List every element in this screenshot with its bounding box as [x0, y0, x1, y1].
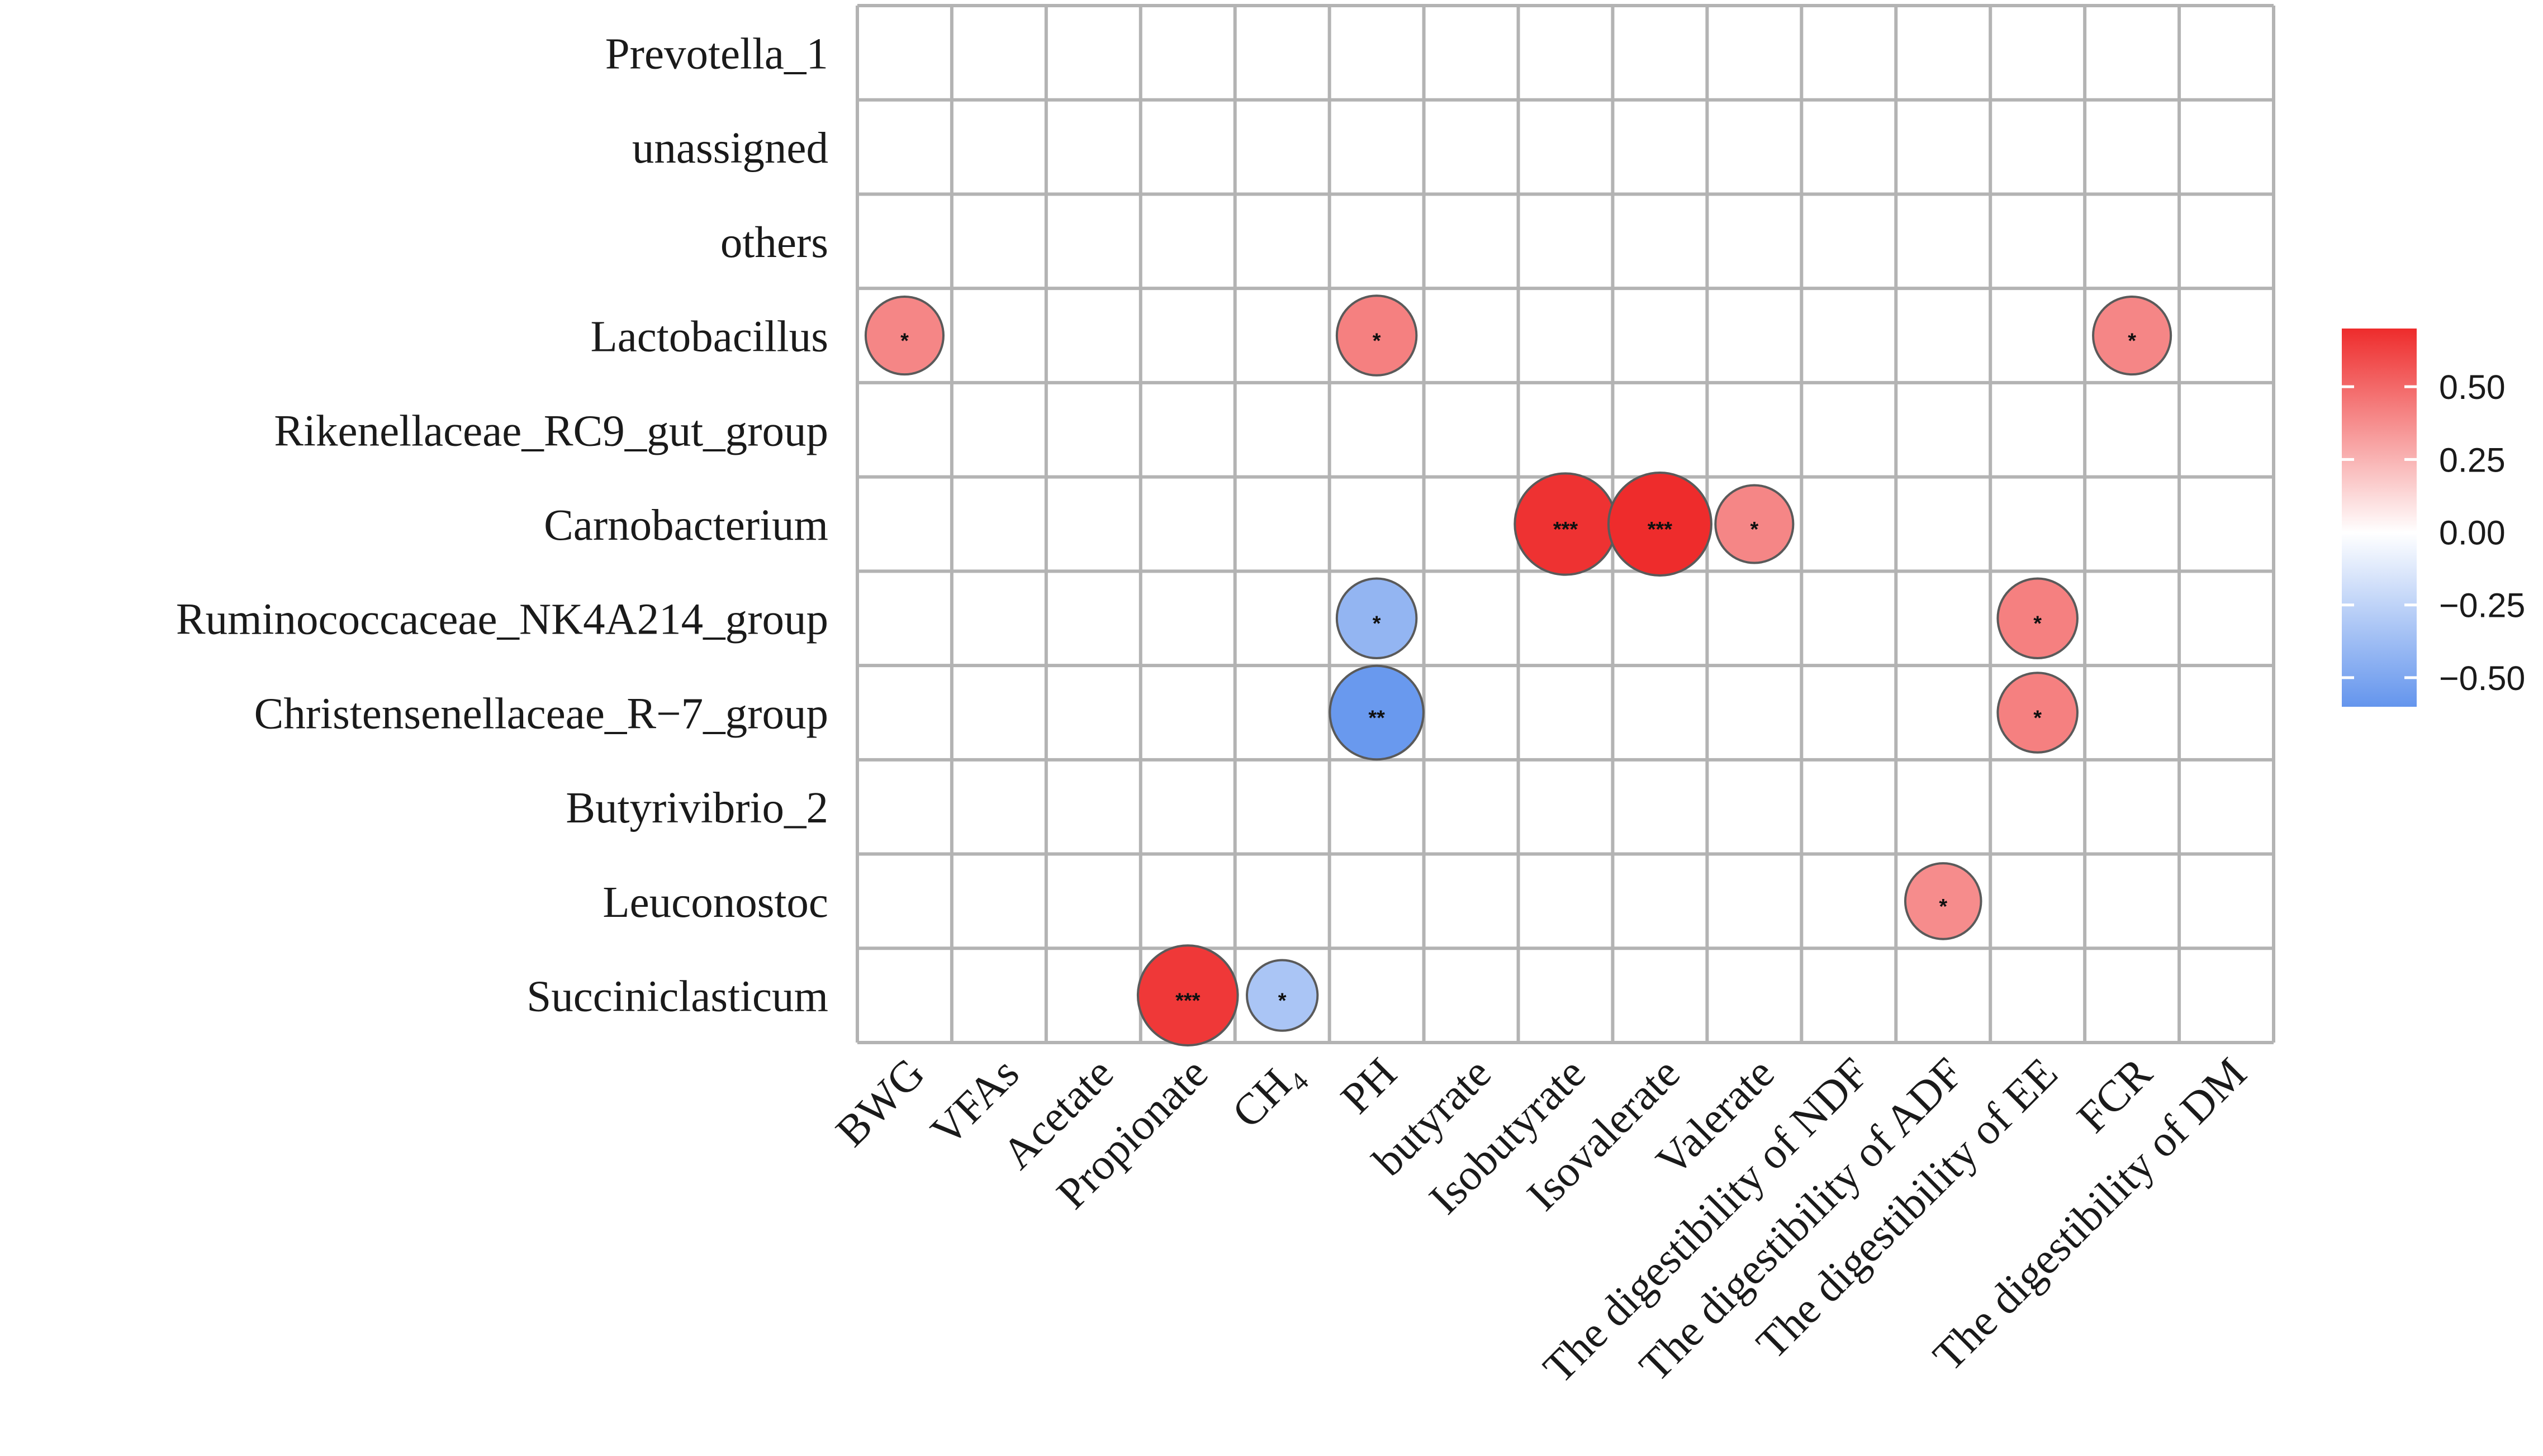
colorbar-tick-label: −0.25 — [2439, 587, 2525, 625]
sig-label: * — [1750, 518, 1758, 541]
row-label-lactobacillus: Lactobacillus — [590, 313, 828, 361]
cell-christensenellaceae-r-7-group-ph — [1329, 664, 1425, 761]
cell-ruminococcaceae-nk4a214-group-the-digestibility-of-ee — [1996, 577, 2079, 659]
cell-lactobacillus-bwg — [864, 296, 945, 376]
row-label-succiniclasticum: Succiniclasticum — [526, 973, 828, 1021]
cell-carnobacterium-valerate — [1714, 484, 1795, 564]
sig-label: * — [1278, 989, 1287, 1013]
cell-carnobacterium-isovalerate — [1607, 472, 1712, 577]
cell-christensenellaceae-r-7-group-the-digestibility-of-ee — [1996, 672, 2079, 754]
sig-label: * — [2128, 330, 2136, 353]
colorbar-tick-label: 0.50 — [2439, 368, 2506, 406]
row-label-rikenellaceae-rc9-gut-group: Rikenellaceae_RC9_gut_group — [274, 407, 828, 455]
sig-label: * — [1939, 895, 1947, 919]
cell-succiniclasticum-ch — [1246, 959, 1319, 1032]
sig-label: * — [1373, 330, 1381, 353]
col-label-ph: PH — [1332, 1049, 1406, 1123]
sig-label: * — [2033, 706, 2042, 730]
sig-label: * — [900, 330, 909, 353]
colorbar-tick-label: 0.25 — [2439, 441, 2506, 479]
row-label-prevotella-1: Prevotella_1 — [605, 30, 828, 78]
cell-ruminococcaceae-nk4a214-group-ph — [1335, 577, 1418, 659]
col-label-ch: CH₄ — [1223, 1049, 1312, 1138]
row-label-christensenellaceae-r-7-group: Christensenellaceae_R−7_group — [254, 689, 828, 738]
sig-label: *** — [1175, 989, 1201, 1013]
row-label-others: others — [720, 218, 828, 267]
row-label-ruminococcaceae-nk4a214-group: Ruminococcaceae_NK4A214_group — [176, 596, 828, 644]
sig-label: ** — [1368, 706, 1385, 730]
row-labels: Prevotella_1 unassigned others Lactobacillu… — [176, 30, 828, 1021]
cell-lactobacillus-fcr — [2092, 296, 2172, 376]
colorbar-tick-label: 0.00 — [2439, 514, 2506, 552]
row-label-butyrivibrio-2: Butyrivibrio_2 — [566, 784, 828, 832]
heatmap-cells: * * **** *** ** *** ***** * — [864, 294, 2172, 1046]
row-label-leuconostoc: Leuconostoc — [602, 878, 828, 927]
colorbar-gradient — [2342, 329, 2417, 707]
colorbar-tick-label: −0.50 — [2439, 659, 2525, 697]
sig-label: *** — [1648, 518, 1673, 541]
cell-leuconostoc-the-digestibility-of-adf — [1904, 862, 1982, 940]
sig-label: *** — [1553, 518, 1578, 541]
cell-lactobacillus-ph — [1335, 294, 1418, 377]
row-label-unassigned: unassigned — [632, 124, 828, 173]
cell-succiniclasticum-propionate — [1136, 944, 1239, 1046]
sig-label: * — [1373, 612, 1381, 636]
heatmap-grid — [856, 4, 2275, 1044]
colorbar: 0.50 0.25 0.00 −0.25 −0.50 — [2342, 329, 2525, 707]
sig-label: * — [2033, 612, 2042, 636]
col-label-bwg: BWG — [827, 1049, 934, 1156]
row-label-carnobacterium: Carnobacterium — [544, 501, 828, 550]
